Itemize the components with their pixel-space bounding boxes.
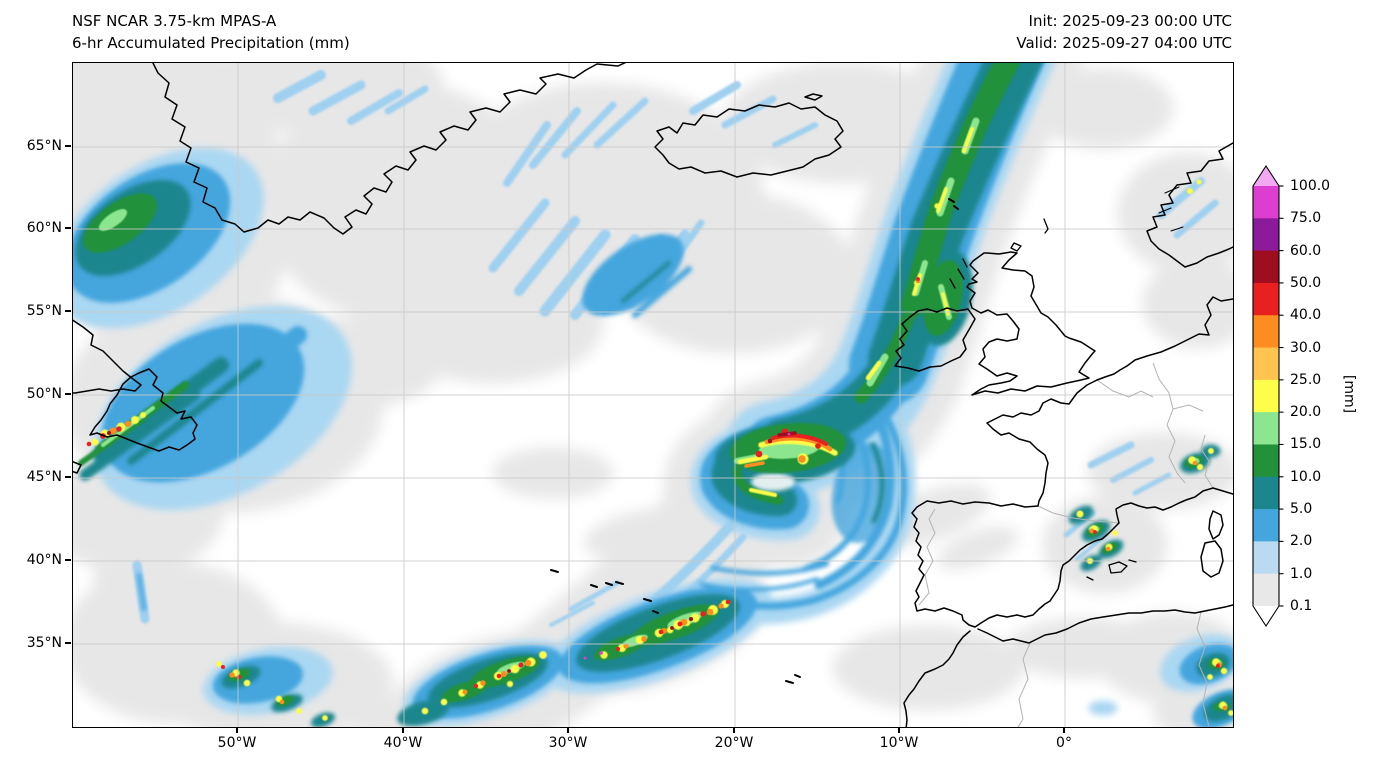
lat-label-65n: 65°N bbox=[26, 138, 62, 154]
init-time: Init: 2025-09-23 00:00 UTC bbox=[1028, 12, 1232, 30]
lon-label-30w: 30°W bbox=[548, 735, 588, 751]
colorbar-tick-label: 0.1 bbox=[1290, 598, 1313, 614]
valid-time: Valid: 2025-09-27 04:00 UTC bbox=[1016, 34, 1232, 52]
x-tick-mark bbox=[236, 727, 238, 733]
x-tick-mark bbox=[402, 727, 404, 733]
lat-label-55n: 55°N bbox=[26, 303, 62, 319]
colorbar-tick-label: 30.0 bbox=[1290, 339, 1322, 356]
colorbar-tick-label: 2.0 bbox=[1290, 533, 1313, 550]
lat-label-40n: 40°N bbox=[26, 552, 62, 568]
x-tick-mark bbox=[898, 727, 900, 733]
colorbar-tick-label: 100.0 bbox=[1290, 178, 1331, 194]
lat-label-60n: 60°N bbox=[26, 220, 62, 236]
field-title: 6-hr Accumulated Precipitation (mm) bbox=[72, 34, 350, 52]
colorbar-tick-label: 15.0 bbox=[1290, 436, 1322, 453]
precipitation-field bbox=[73, 63, 1233, 727]
model-title: NSF NCAR 3.75-km MPAS-A bbox=[72, 12, 277, 30]
y-tick-mark bbox=[65, 393, 71, 395]
colorbar: 100.0 75.0 60.0 50.0 40.0 30.0 25.0 20.0 15.0 10.… bbox=[1245, 160, 1378, 645]
x-tick-mark bbox=[1063, 727, 1065, 733]
colorbar-tick-label: 20.0 bbox=[1290, 404, 1322, 421]
colorbar-tick-label: 1.0 bbox=[1290, 565, 1313, 582]
lat-label-35n: 35°N bbox=[26, 635, 62, 651]
colorbar-tick-label: 10.0 bbox=[1290, 468, 1322, 485]
map-canvas bbox=[73, 63, 1233, 727]
y-tick-mark bbox=[65, 642, 71, 644]
lon-label-10w: 10°W bbox=[879, 735, 919, 751]
x-tick-mark bbox=[733, 727, 735, 733]
country-borders bbox=[918, 362, 1214, 727]
map-plot-frame bbox=[72, 62, 1234, 728]
lat-label-50n: 50°N bbox=[26, 386, 62, 402]
y-tick-mark bbox=[65, 227, 71, 229]
coastlines bbox=[73, 63, 1233, 727]
y-tick-mark bbox=[65, 476, 71, 478]
x-tick-mark bbox=[567, 727, 569, 733]
y-tick-mark bbox=[65, 559, 71, 561]
colorbar-tick-label: 5.0 bbox=[1290, 501, 1313, 518]
colorbar-tick-label: 75.0 bbox=[1290, 210, 1322, 227]
colorbar-tick-label: 60.0 bbox=[1290, 242, 1322, 259]
lon-label-50w: 50°W bbox=[217, 735, 257, 751]
y-tick-mark bbox=[65, 145, 71, 147]
lon-label-40w: 40°W bbox=[383, 735, 423, 751]
colorbar-tick-label: 50.0 bbox=[1290, 274, 1322, 291]
lon-label-0: 0° bbox=[1056, 735, 1072, 751]
gridlines bbox=[73, 63, 1233, 727]
y-tick-mark bbox=[65, 310, 71, 312]
colorbar-bar bbox=[1252, 164, 1284, 628]
lon-label-20w: 20°W bbox=[714, 735, 754, 751]
lat-label-45n: 45°N bbox=[26, 469, 62, 485]
colorbar-tick-label: 40.0 bbox=[1290, 307, 1322, 324]
colorbar-tick-label: 25.0 bbox=[1290, 371, 1322, 388]
colorbar-unit-label: [mm] bbox=[1341, 374, 1357, 414]
